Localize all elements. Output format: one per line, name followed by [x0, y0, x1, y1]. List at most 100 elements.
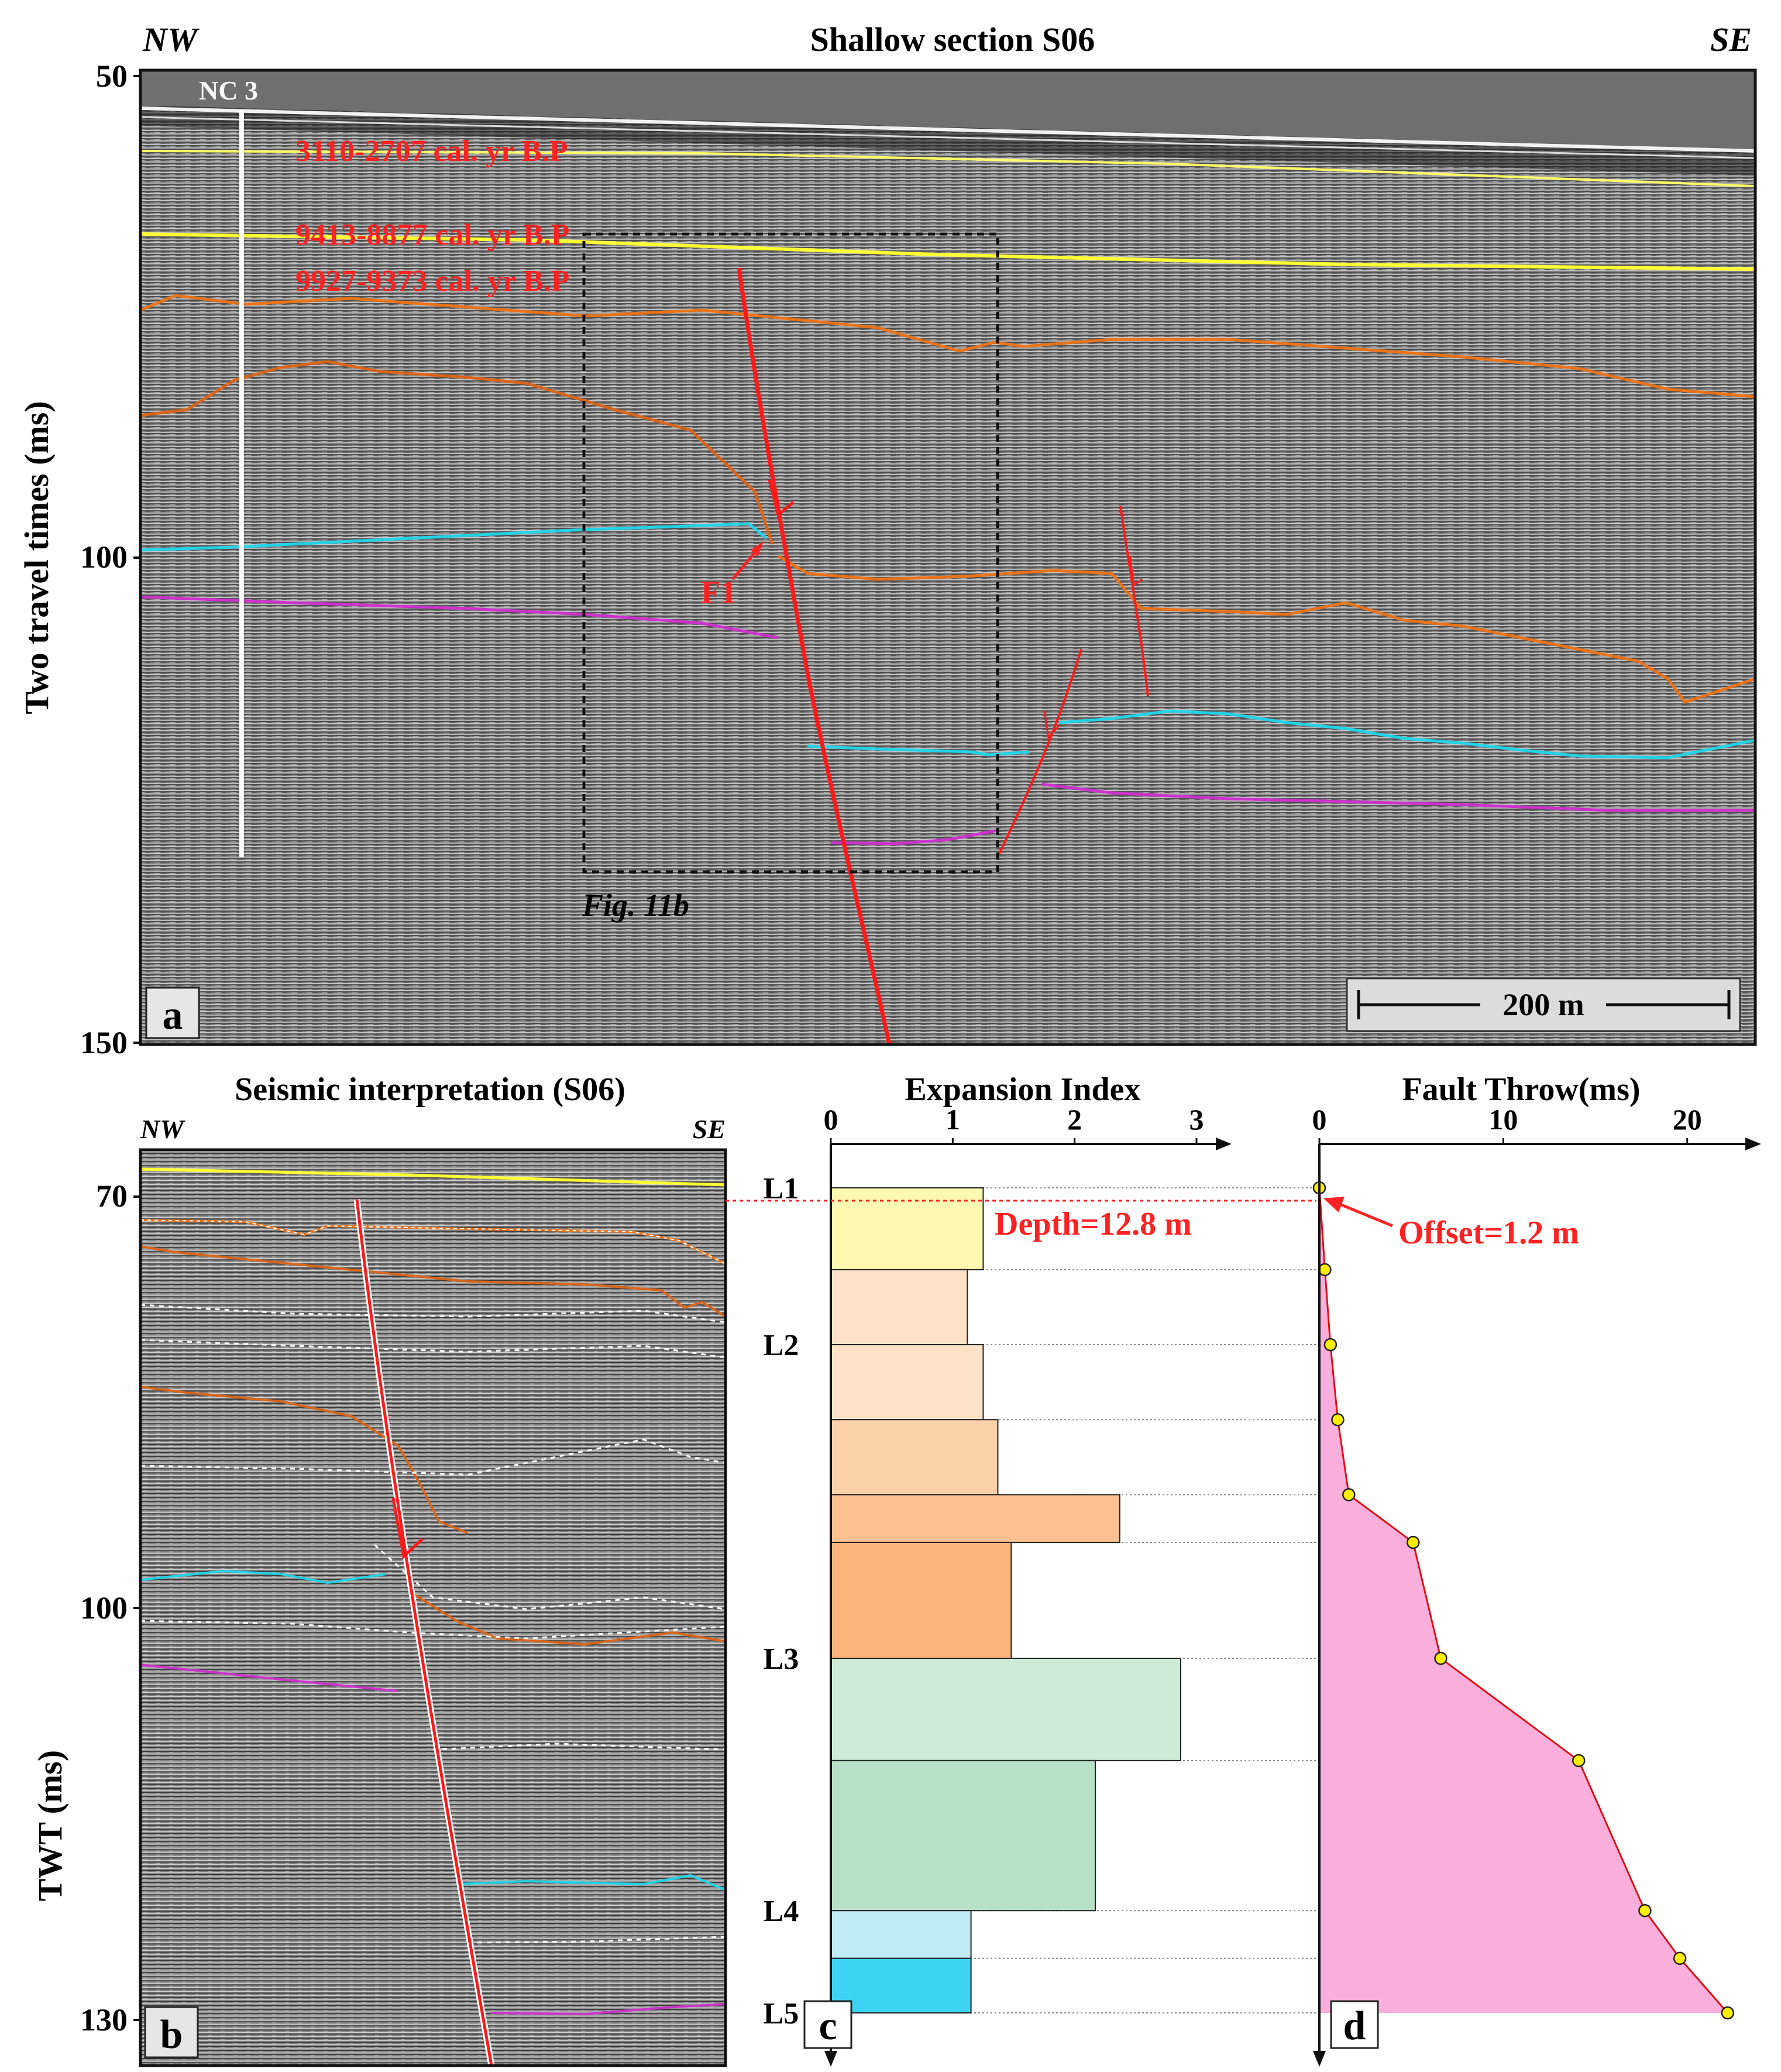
date-label-1: 3110-2707 cal. yr B.P — [295, 135, 568, 168]
throw-point-3 — [1323, 1338, 1338, 1352]
panel-a: NW Shallow section S06 SE NC 3 3110-270 — [18, 20, 1757, 1060]
b-horizon-orange-3-se — [408, 1590, 726, 1646]
seafloor-reflector — [140, 106, 1756, 153]
layer-label-l2: L2 — [764, 1329, 799, 1362]
b-horizon-dashed-5 — [373, 1544, 726, 1610]
horizon-orange-lower-se — [777, 554, 1756, 704]
panel-c-letter: c — [819, 2004, 837, 2049]
expansion-index-chart: Expansion Index 0 1 2 3 c — [803, 1071, 1316, 2067]
panel-a-ytick-label-50: 50 — [96, 59, 128, 94]
chart-c-bars — [830, 1187, 1181, 2013]
panel-a-letter: a — [163, 993, 183, 1038]
throw-point-11 — [1721, 2006, 1735, 2020]
throw-area — [1319, 1188, 1728, 2013]
seismic-section-b — [140, 1150, 726, 2066]
expansion-bar-6 — [830, 1541, 1012, 1659]
fault-f1-pointer-head-icon — [751, 541, 764, 557]
b-horizon-dashed-4 — [140, 1438, 726, 1476]
fault-antithetic — [996, 649, 1082, 858]
panel-b-ytick-label-130: 130 — [80, 2002, 128, 2037]
seafloor-reflector-2 — [140, 116, 1756, 159]
b-horizon-dashed-8 — [467, 1936, 726, 1944]
b-horizon-dashed-1 — [140, 1219, 726, 1264]
throw-point-9 — [1638, 1903, 1652, 1918]
seismic-section-a — [140, 70, 1755, 1044]
panel-d-letter: d — [1343, 2004, 1366, 2049]
horizon-yellow-upper — [140, 150, 1756, 187]
b-horizon-magenta-nw — [140, 1664, 398, 1692]
throw-point-10 — [1673, 1951, 1687, 1966]
horizon-orange-lower-nw — [140, 360, 774, 545]
horizon-cyan-mid — [807, 744, 1030, 757]
panel-b-ytick-label-100: 100 — [80, 1590, 128, 1626]
fault-f1-arrow-icon — [768, 479, 795, 518]
throw-point-2 — [1318, 1263, 1332, 1277]
chart-c-y-arrow-icon — [824, 2051, 837, 2067]
panel-a-title: Shallow section S06 — [810, 20, 1095, 59]
panel-c-letter-box — [803, 2000, 852, 2049]
panel-a-ylabel: Two travel times (ms) — [18, 401, 56, 714]
expansion-bar-2 — [830, 1269, 968, 1346]
panel-d-letter-box — [1330, 2000, 1379, 2049]
chart-d-xtick-label-0: 0 — [1312, 1103, 1327, 1136]
offset-annotation: Offset=1.2 m — [1398, 1215, 1579, 1251]
chart-d-axes: 0 10 20 — [1312, 1103, 1761, 2067]
panel-b-se-label: SE — [693, 1114, 726, 1144]
well-nc3-label: NC 3 — [199, 75, 258, 105]
expansion-bar-10 — [830, 1957, 972, 2013]
panel-a-nw-label: NW — [142, 20, 200, 59]
chart-c-xtick-label-1: 1 — [945, 1103, 960, 1136]
b-horizon-cyan-se — [456, 1874, 726, 1891]
expansion-bar-4 — [830, 1419, 999, 1496]
b-horizon-dashed-7 — [432, 1743, 726, 1751]
fault-small-arrow-icon — [1129, 555, 1143, 587]
offset-pointer-head-icon — [1323, 1197, 1345, 1212]
panel-a-se-label: SE — [1710, 20, 1752, 59]
b-horizon-dashed-3 — [140, 1339, 726, 1359]
panel-a-letter-box — [145, 987, 200, 1039]
b-fault-arrow-icon — [391, 1497, 424, 1559]
expansion-bar-7 — [830, 1658, 1181, 1761]
chart-d-x-arrow-icon — [1745, 1138, 1761, 1150]
date-label-2: 9413-8877 cal. yr B.P — [295, 218, 569, 252]
panel-b-ylabel: TWT (ms) — [31, 1750, 69, 1901]
date-label-3: 9927-9373 cal. yr B.P — [295, 264, 569, 298]
fault-antithetic-arrow-icon — [1043, 710, 1060, 740]
fig-11b-box — [582, 232, 999, 874]
chart-c-xtick-label-0: 0 — [824, 1103, 838, 1136]
chart-d-y-arrow-icon — [1313, 2051, 1326, 2067]
horizon-yellow — [140, 232, 1756, 271]
horizon-cyan-se — [1058, 709, 1756, 760]
horizon-cyan-nw — [140, 522, 768, 552]
chart-c-xtick-label-2: 2 — [1067, 1103, 1082, 1136]
fig-11b-label: Fig. 11b — [582, 888, 689, 923]
chart-c-x-arrow-icon — [1216, 1138, 1232, 1150]
panel-b-ytick-label-70: 70 — [96, 1178, 128, 1214]
layer-label-l4: L4 — [764, 1895, 799, 1928]
b-horizon-yellow — [140, 1167, 726, 1187]
throw-point-8 — [1572, 1754, 1586, 1768]
b-horizon-orange-2 — [140, 1245, 727, 1318]
scale-bar-label: 200 m — [1502, 987, 1584, 1022]
b-horizon-orange-3-nw — [140, 1386, 469, 1534]
horizon-orange-upper — [140, 294, 1756, 398]
chart-c-axes: 0 1 2 3 — [824, 1103, 1232, 2067]
b-horizon-dashed-6 — [140, 1620, 726, 1640]
panel-a-ytick-label-100: 100 — [80, 540, 128, 575]
fault-small — [1119, 506, 1149, 697]
expansion-bar-3 — [830, 1344, 984, 1421]
seafloor-band — [140, 105, 1755, 176]
chart-c-xtick-label-3: 3 — [1189, 1103, 1204, 1136]
b-fault-f1 — [355, 1199, 493, 2066]
depth-annotation: Depth=12.8 m — [995, 1206, 1192, 1242]
throw-point-4 — [1331, 1413, 1345, 1427]
layer-label-l3: L3 — [764, 1643, 799, 1676]
horizon-magenta-mid — [830, 829, 995, 846]
b-horizon-magenta-se — [491, 2003, 726, 2016]
throw-point-6 — [1407, 1535, 1420, 1549]
throw-point-5 — [1342, 1488, 1356, 1501]
offset-pointer — [1339, 1202, 1393, 1228]
panel-a-ytick-label-150: 150 — [80, 1025, 128, 1060]
b-horizon-cyan-nw — [140, 1569, 387, 1585]
